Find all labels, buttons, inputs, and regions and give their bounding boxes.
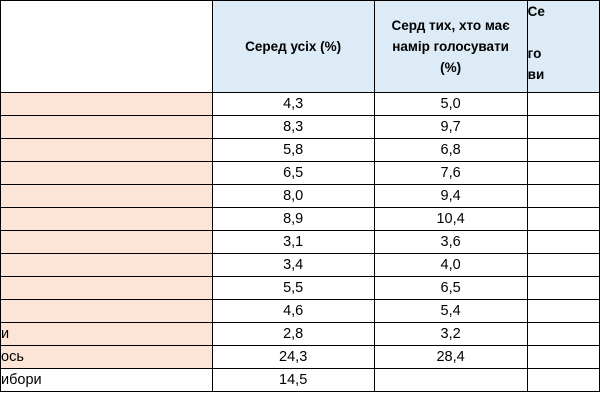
table-row: 5,5 6,5 (0, 276, 600, 300)
header-row: Серед усіх (%) Серд тих, хто має намір г… (0, 0, 600, 93)
row-label-cell (0, 115, 213, 139)
value-among-all: 3,4 (211, 253, 375, 277)
value-third-column (526, 138, 600, 162)
header-third-line-1: Се (527, 4, 545, 19)
header-label-cell (0, 0, 213, 93)
value-third-column (526, 207, 600, 231)
table-row: 3,1 3,6 (0, 230, 600, 254)
row-label-cell: ибори (0, 368, 213, 392)
value-among-intending: 9,4 (373, 184, 528, 208)
row-label: ось (1, 349, 24, 365)
value-among-intending: 7,6 (373, 161, 528, 185)
table-row: 4,6 5,4 (0, 299, 600, 323)
value-among-intending: 3,2 (373, 322, 528, 346)
row-label-cell (0, 138, 213, 162)
table-row: 3,4 4,0 (0, 253, 600, 277)
value-among-intending: 5,4 (373, 299, 528, 323)
row-label-cell (0, 184, 213, 208)
row-label-cell (0, 161, 213, 185)
row-label: ибори (1, 372, 42, 388)
value-among-intending: 9,7 (373, 115, 528, 139)
value-among-intending: 6,8 (373, 138, 528, 162)
header-third-column: Се го ви (526, 0, 600, 93)
row-label-cell (0, 276, 213, 300)
table-row: и 2,8 3,2 (0, 322, 600, 346)
row-label-cell (0, 299, 213, 323)
value-among-intending: 6,5 (373, 276, 528, 300)
value-among-all: 14,5 (211, 368, 375, 392)
value-among-intending: 4,0 (373, 253, 528, 277)
value-among-all: 8,3 (211, 115, 375, 139)
row-label-cell: и (0, 322, 213, 346)
value-among-all: 6,5 (211, 161, 375, 185)
value-third-column (526, 184, 600, 208)
header-third-line-2: го (527, 46, 542, 61)
header-intend-line-3: (%) (440, 60, 462, 75)
value-among-all: 4,6 (211, 299, 375, 323)
table-row: 8,0 9,4 (0, 184, 600, 208)
value-third-column (526, 161, 600, 185)
row-label-cell (0, 207, 213, 231)
header-third-line-3: ви (527, 67, 545, 82)
table-row: 8,9 10,4 (0, 207, 600, 231)
value-third-column (526, 253, 600, 277)
value-third-column (526, 345, 600, 369)
table-row: 8,3 9,7 (0, 115, 600, 139)
row-label-cell: ось (0, 345, 213, 369)
header-among-all: Серед усіх (%) (211, 0, 375, 93)
value-among-all: 2,8 (211, 322, 375, 346)
table-row: ибори 14,5 (0, 368, 600, 392)
row-label-cell (0, 92, 213, 116)
row-label-cell (0, 253, 213, 277)
value-among-all: 3,1 (211, 230, 375, 254)
value-third-column (526, 368, 600, 392)
row-label-cell (0, 230, 213, 254)
value-among-intending: 3,6 (373, 230, 528, 254)
header-among-intending-voters: Серд тих, хто має намір голосувати (%) (373, 0, 528, 93)
value-among-all: 8,9 (211, 207, 375, 231)
value-among-intending: 5,0 (373, 92, 528, 116)
row-label: и (1, 326, 10, 342)
value-third-column (526, 299, 600, 323)
table-body: 4,3 5,0 8,3 9,7 5,8 6,8 6,5 7,6 8,0 9,4 8,9 10,4 3,1… (0, 92, 600, 392)
value-third-column (526, 322, 600, 346)
value-among-intending: 28,4 (373, 345, 528, 369)
value-among-intending: 10,4 (373, 207, 528, 231)
table-row: ось 24,3 28,4 (0, 345, 600, 369)
value-among-all: 4,3 (211, 92, 375, 116)
value-among-intending (373, 368, 528, 392)
header-intend-line-1: Серд тих, хто має (391, 18, 510, 33)
value-third-column (526, 276, 600, 300)
value-among-all: 8,0 (211, 184, 375, 208)
table-row: 4,3 5,0 (0, 92, 600, 116)
value-among-all: 5,5 (211, 276, 375, 300)
value-among-all: 24,3 (211, 345, 375, 369)
table-row: 5,8 6,8 (0, 138, 600, 162)
value-third-column (526, 115, 600, 139)
value-third-column (526, 230, 600, 254)
table-row: 6,5 7,6 (0, 161, 600, 185)
value-third-column (526, 92, 600, 116)
header-intend-line-2: намір голосувати (392, 39, 509, 54)
value-among-all: 5,8 (211, 138, 375, 162)
